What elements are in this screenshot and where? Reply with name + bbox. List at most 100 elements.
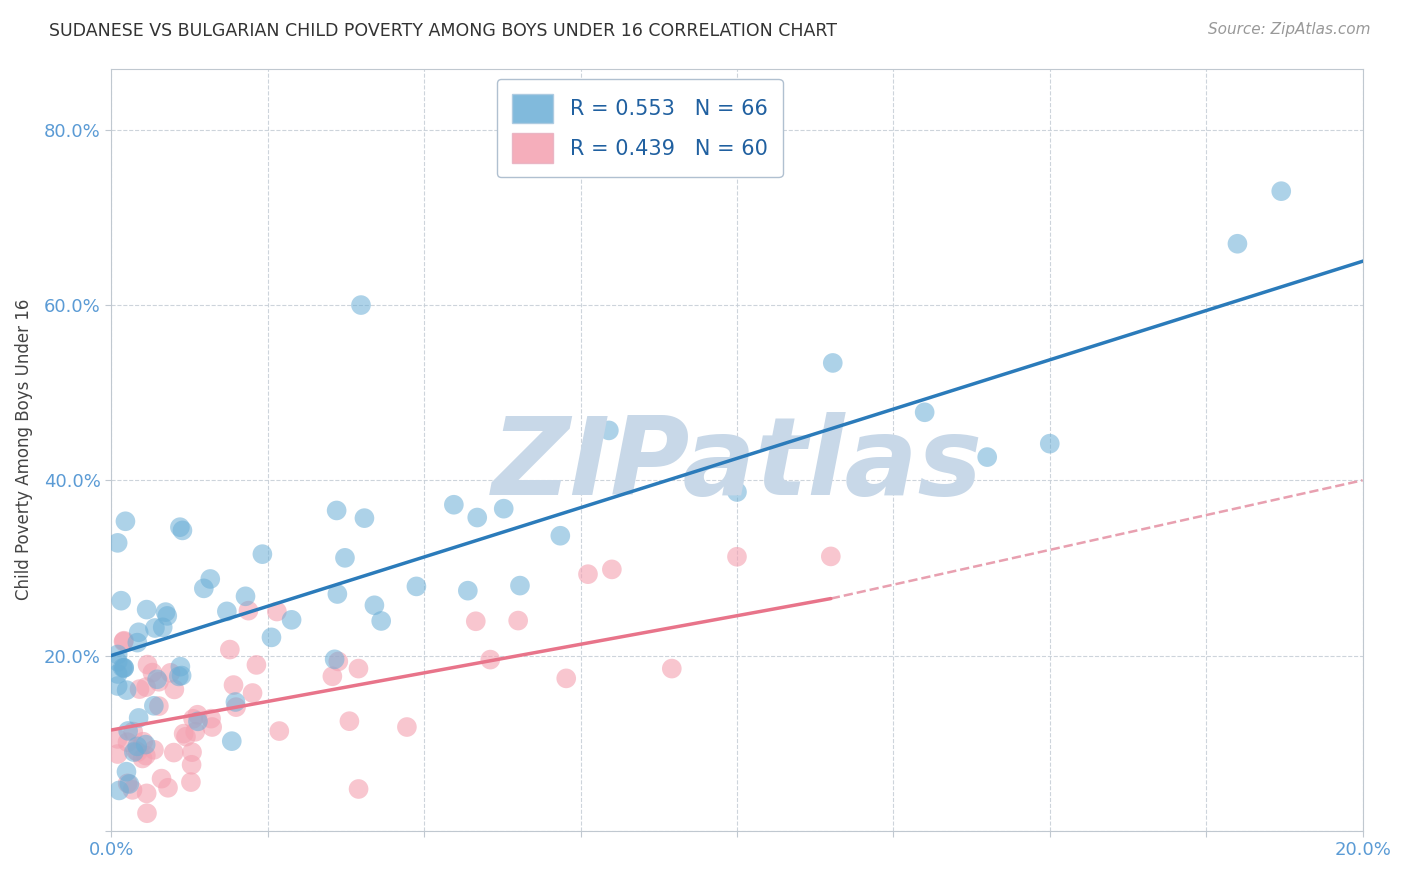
Point [370,614,392,628]
Point [159,665,181,680]
Point [156,780,179,795]
Point [107,731,129,746]
Y-axis label: Child Poverty Among Boys Under 16: Child Poverty Among Boys Under 16 [15,299,32,600]
Point [169,659,191,673]
Point [443,498,465,512]
Point [245,657,267,672]
Point [350,298,373,312]
Point [479,652,502,666]
Point [184,724,207,739]
Point [107,667,129,681]
Point [325,503,347,517]
Point [135,602,157,616]
Point [576,567,599,582]
Point [492,501,515,516]
Point [115,683,138,698]
Point [725,549,748,564]
Point [555,672,578,686]
Point [266,605,288,619]
Point [976,450,998,464]
Point [127,745,149,759]
Point [107,747,129,761]
Text: ZIPatlas: ZIPatlas [492,412,983,518]
Point [242,686,264,700]
Point [218,642,240,657]
Point [111,661,134,675]
Point [181,745,204,759]
Point [598,423,620,437]
Legend: R = 0.553   N = 66, R = 0.439   N = 60: R = 0.553 N = 66, R = 0.439 N = 60 [498,78,783,178]
Point [181,712,204,726]
Point [1226,236,1249,251]
Point [107,648,129,662]
Point [465,510,488,524]
Point [260,631,283,645]
Point [252,547,274,561]
Point [600,562,623,576]
Point [339,714,361,729]
Point [135,786,157,800]
Point [114,514,136,528]
Point [107,655,129,669]
Text: SUDANESE VS BULGARIAN CHILD POVERTY AMONG BOYS UNDER 16 CORRELATION CHART: SUDANESE VS BULGARIAN CHILD POVERTY AMON… [49,22,837,40]
Point [225,700,247,714]
Point [661,662,683,676]
Point [156,608,179,623]
Point [222,678,245,692]
Point [135,680,157,694]
Point [187,714,209,729]
Point [112,634,135,648]
Point [353,511,375,525]
Point [323,652,346,666]
Point [347,782,370,797]
Point [118,777,141,791]
Point [169,520,191,534]
Point [117,735,139,749]
Point [173,726,195,740]
Point [180,775,202,789]
Point [108,783,131,797]
Point [328,654,350,668]
Point [395,720,418,734]
Point [201,720,224,734]
Point [172,524,194,538]
Point [143,621,166,635]
Point [121,783,143,797]
Point [321,669,343,683]
Point [363,599,385,613]
Point [128,625,150,640]
Text: Source: ZipAtlas.com: Source: ZipAtlas.com [1208,22,1371,37]
Point [136,806,159,821]
Point [135,738,157,752]
Point [725,485,748,500]
Point [110,593,132,607]
Point [821,356,844,370]
Point [117,776,139,790]
Point [280,613,302,627]
Point [142,698,165,713]
Point [457,583,479,598]
Point [152,620,174,634]
Point [914,405,936,419]
Point [193,582,215,596]
Point [224,695,246,709]
Point [131,751,153,765]
Point [112,633,135,648]
Point [326,587,349,601]
Point [115,764,138,779]
Point [128,682,150,697]
Point [405,579,427,593]
Point [148,674,170,689]
Point [112,661,135,675]
Point [127,739,149,754]
Point [125,744,148,758]
Point [347,662,370,676]
Point [1039,436,1062,450]
Point [215,604,238,618]
Point [107,679,129,693]
Point [269,724,291,739]
Point [136,657,159,672]
Point [107,536,129,550]
Point [333,550,356,565]
Point [122,724,145,739]
